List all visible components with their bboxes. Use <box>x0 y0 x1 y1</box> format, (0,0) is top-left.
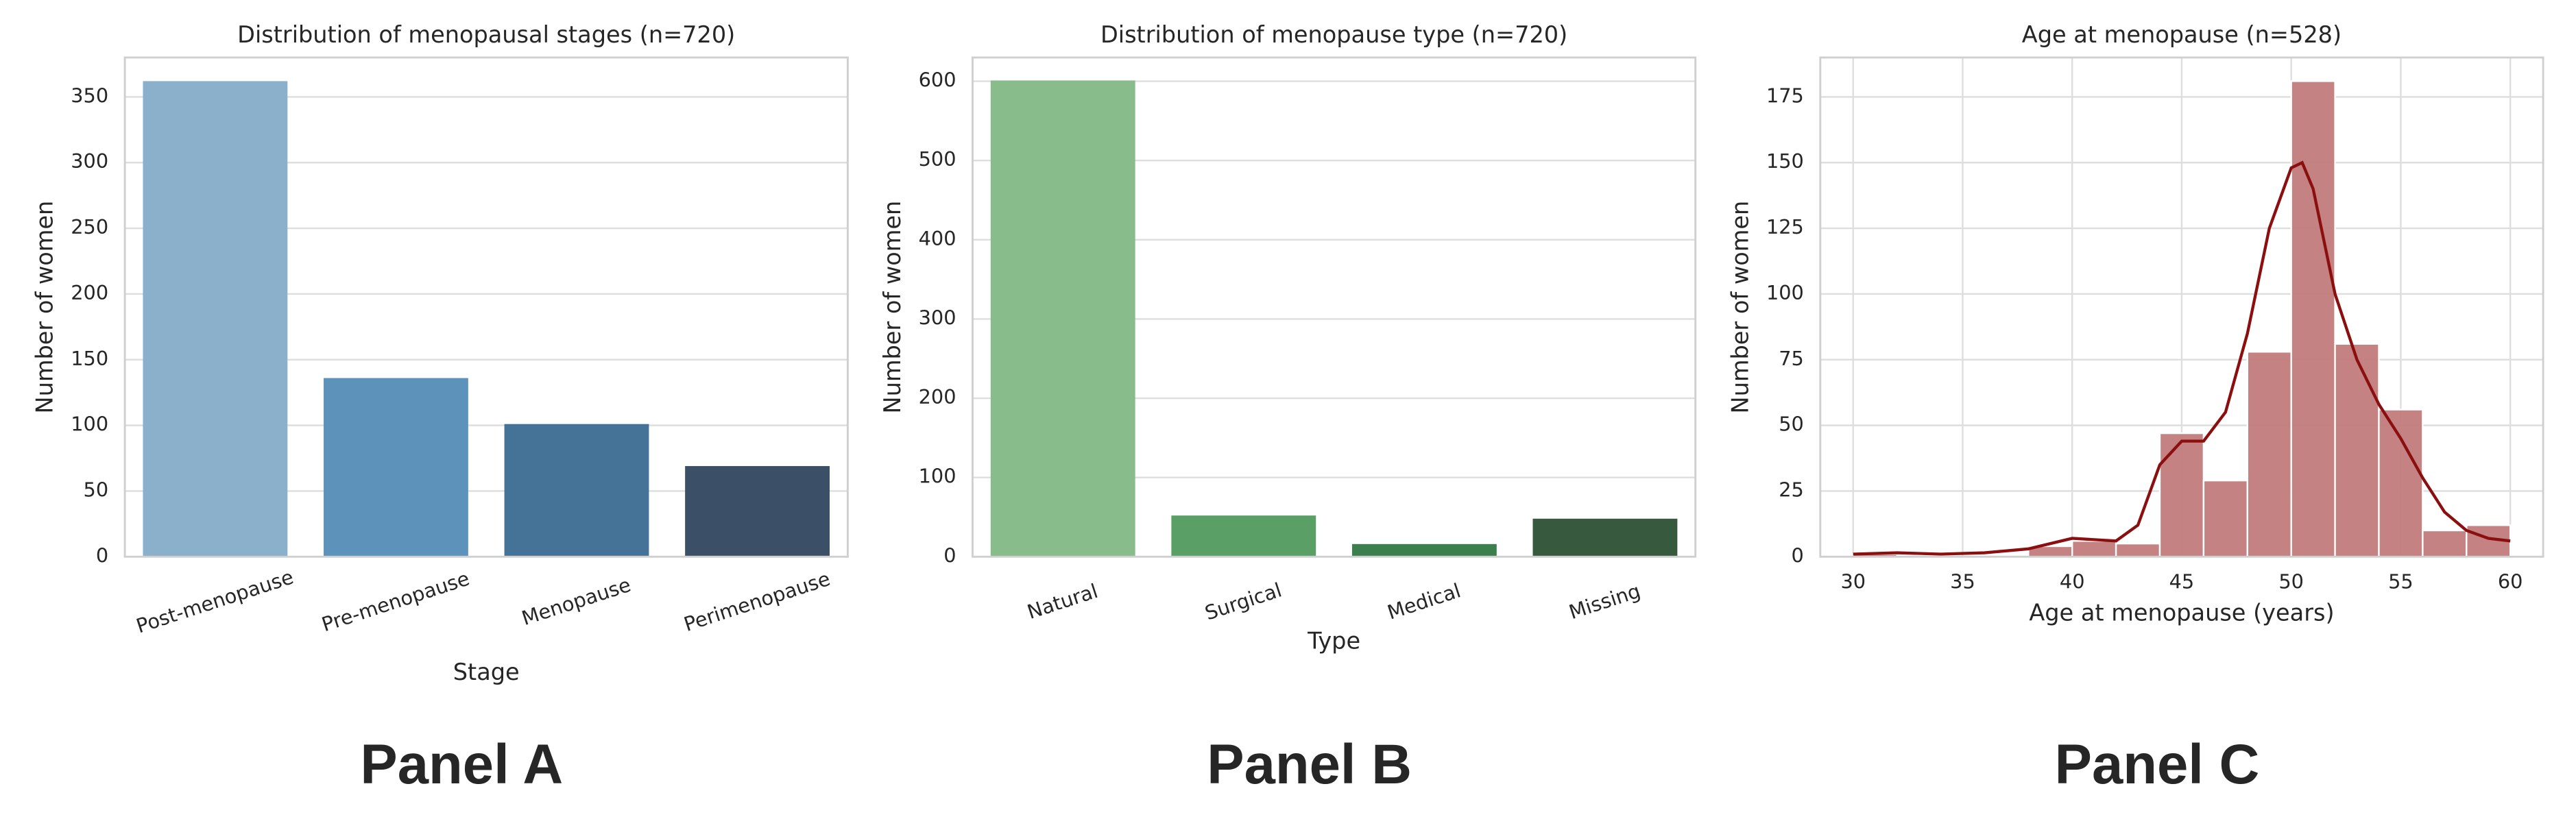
panel-label: Panel B <box>1207 733 1412 796</box>
y-tick-label: 100 <box>1766 281 1804 304</box>
x-tick-label: 40 <box>2060 570 2085 594</box>
chart-title: Distribution of menopause type (n=720) <box>1100 21 1567 48</box>
x-tick-label: 55 <box>2388 570 2414 594</box>
x-tick-label: Menopause <box>519 573 634 630</box>
y-tick-label: 150 <box>1766 149 1804 173</box>
bar <box>1171 515 1316 557</box>
panel: Distribution of menopausal stages (n=720… <box>32 21 849 796</box>
x-tick-label: Perimenopause <box>681 567 833 636</box>
y-axis-label: Number of women <box>32 201 58 414</box>
panel-label: Panel A <box>360 733 563 796</box>
y-axis-label: Number of women <box>879 201 906 414</box>
y-tick-label: 300 <box>919 306 956 329</box>
y-tick-label: 100 <box>919 465 956 488</box>
y-tick-label: 125 <box>1766 215 1804 239</box>
axes-frame <box>972 56 1697 558</box>
x-tick-label: 45 <box>2169 570 2195 594</box>
x-tick-label: 60 <box>2498 570 2523 594</box>
panel: Age at menopause (n=528) Panel C Number of… <box>1726 21 2544 796</box>
bar <box>1351 543 1497 557</box>
histogram-bar <box>2378 408 2424 558</box>
x-axis-label: Stage <box>453 659 520 685</box>
y-tick-label: 0 <box>96 543 108 567</box>
bar <box>990 80 1135 557</box>
x-tick-label: 35 <box>1950 570 1975 594</box>
y-tick-label: 150 <box>71 347 108 370</box>
histogram-bar <box>2202 479 2248 558</box>
x-tick-label: 30 <box>1840 570 1866 594</box>
x-axis-label: Type <box>1307 627 1360 654</box>
y-tick-label: 500 <box>919 147 956 171</box>
y-tick-label: 175 <box>1766 84 1804 107</box>
y-tick-label: 200 <box>71 281 108 304</box>
y-tick-label: 0 <box>1792 543 1804 567</box>
x-tick-label: Pre-menopause <box>319 567 472 637</box>
bar <box>1532 518 1678 557</box>
x-tick-label: Medical <box>1384 578 1463 624</box>
chart-title: Distribution of menopausal stages (n=720… <box>237 21 735 48</box>
y-tick-label: 75 <box>1779 347 1804 370</box>
x-tick-label: Post-menopause <box>133 565 296 637</box>
y-tick-label: 300 <box>71 149 108 173</box>
histogram-bar <box>2158 432 2205 558</box>
bar <box>685 466 830 557</box>
y-tick-label: 350 <box>71 84 108 107</box>
x-tick-label: Missing <box>1566 579 1643 624</box>
y-tick-label: 400 <box>919 227 956 250</box>
histogram-bar <box>2246 351 2292 558</box>
y-tick-label: 200 <box>919 385 956 408</box>
histogram-bar <box>2422 529 2468 558</box>
x-tick-label: 50 <box>2278 570 2304 594</box>
panel: Distribution of menopause type (n=720) Pa… <box>879 21 1697 796</box>
histogram-bar <box>2290 80 2336 558</box>
y-tick-label: 50 <box>1779 413 1804 436</box>
y-axis-label: Number of women <box>1726 201 1753 414</box>
bar <box>504 424 649 557</box>
kde-line <box>1853 160 2511 556</box>
y-tick-label: 50 <box>84 478 109 501</box>
x-tick-label: Natural <box>1024 579 1100 624</box>
y-tick-label: 100 <box>71 413 108 436</box>
axes-frame <box>123 56 849 558</box>
histogram-bar <box>2334 343 2380 558</box>
bar <box>324 378 468 557</box>
x-axis-label: Age at menopause (years) <box>2029 600 2334 626</box>
y-tick-label: 0 <box>943 543 956 567</box>
y-tick-label: 250 <box>71 215 108 239</box>
axes-frame <box>1819 56 2544 558</box>
y-tick-label: 25 <box>1779 478 1804 501</box>
chart-title: Age at menopause (n=528) <box>2022 21 2342 48</box>
x-tick-label: Surgical <box>1202 578 1284 624</box>
panel-label: Panel C <box>2055 733 2260 796</box>
y-tick-label: 600 <box>919 69 956 92</box>
bar <box>143 81 288 557</box>
histogram-bar <box>2071 540 2117 558</box>
histogram-bar <box>2115 542 2161 558</box>
